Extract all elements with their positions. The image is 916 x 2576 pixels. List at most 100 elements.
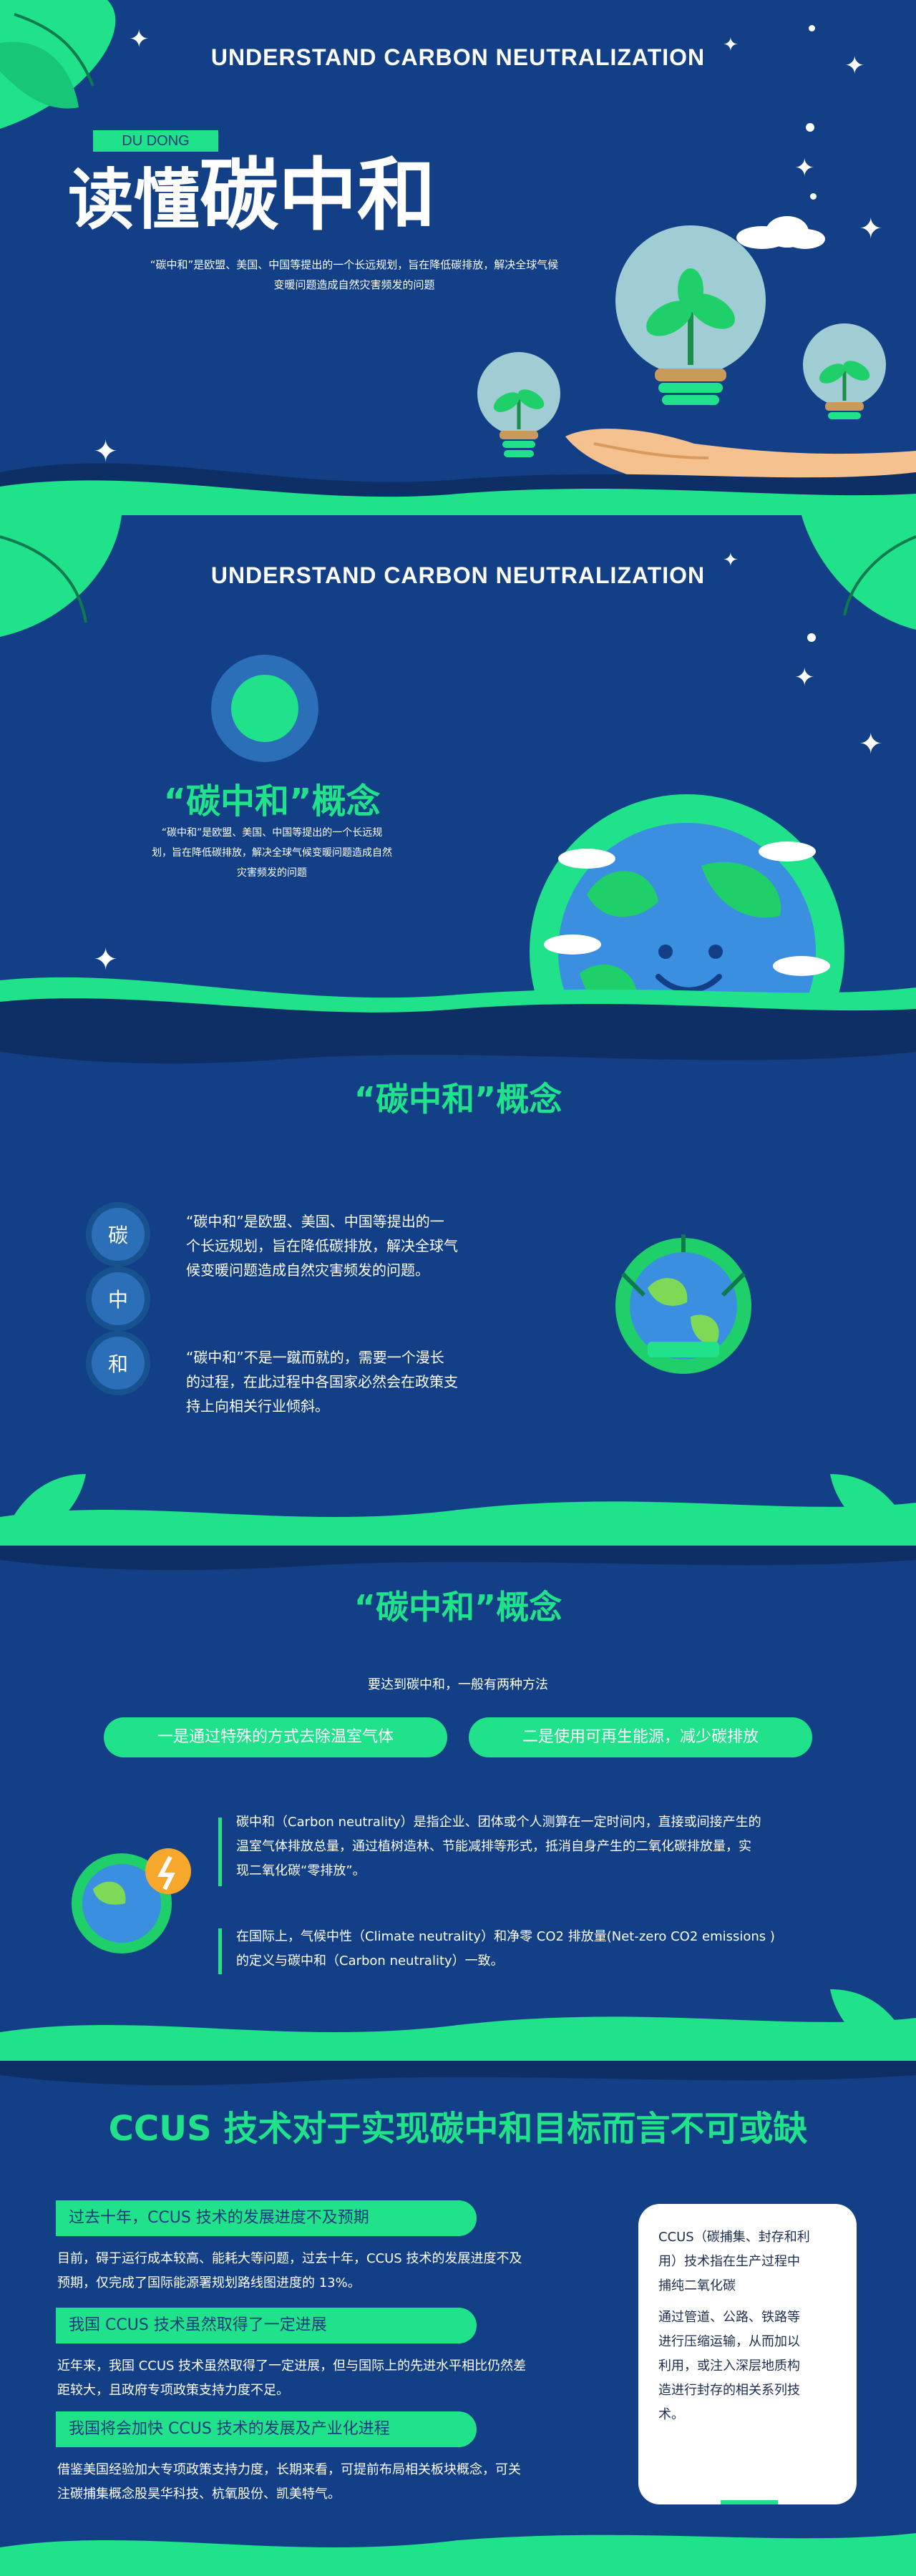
plant-bulb-icon [615, 225, 766, 405]
star-dot [810, 193, 817, 200]
desc-line: “碳中和”是欧盟、美国、中国等提出的一个长远规划，旨在降低碳排放，解决全球气候 [150, 258, 559, 271]
cover-description: “碳中和”是欧盟、美国、中国等提出的一个长远规划，旨在降低碳排放，解决全球气候 … [97, 255, 612, 295]
para-line: 借鉴美国经验加大专项政策支持力度，长期来看，可提前布局相关板块概念，可关 [57, 2462, 521, 2477]
desc-line: 划，旨在降低碳排放，解决全球气候变暖问题造成自然 [152, 847, 392, 859]
card-line: CCUS（碳捕集、封存和利 [658, 2230, 810, 2245]
desc-line: 变暖问题造成自然灾害频发的问题 [273, 278, 435, 291]
card-line: 术。 [658, 2407, 684, 2422]
ccus-text-1: 目前，碍于运行成本较高、能耗大等问题，过去十年，CCUS 技术的发展进度不及 预… [57, 2247, 630, 2296]
para-line: 在国际上，气候中性（Climate neutrality）和净零 CO2 排放量… [236, 1929, 775, 1944]
para-line: 距较大，且政府专项政策支持力度不足。 [57, 2383, 289, 2398]
para-line: 注碳捕集概念股昊华科技、杭氧股份、凯美特气。 [57, 2487, 341, 2502]
ccus-definition-card: CCUS（碳捕集、封存和利 用）技术指在生产过程中 捕纯二氧化碳 通过管道、公路… [638, 2204, 857, 2504]
cloud-icon [736, 216, 825, 249]
card-line: 进行压缩运输，从而加以 [658, 2334, 800, 2349]
leaf-decoration-icon [830, 1474, 916, 1546]
ccus-text-3: 借鉴美国经验加大专项政策支持力度，长期来看，可提前布局相关板块概念，可关 注碳捕… [57, 2458, 630, 2507]
para-line: “碳中和”不是一蹴而就的，需要一个漫长 [186, 1349, 444, 1366]
sparkle-icon: ✦ [859, 728, 883, 761]
cover-title: 读懂碳中和 [68, 149, 436, 247]
slide-cover: UNDERSTAND CARBON NEUTRALIZATION ✦ ✦ ✦ ✦… [0, 0, 916, 515]
card-text: CCUS（碳捕集、封存和利 用）技术指在生产过程中 捕纯二氧化碳 通过管道、公路… [658, 2225, 841, 2427]
english-title: UNDERSTAND CARBON NEUTRALIZATION [210, 562, 706, 588]
para-line: 的过程，在此过程中各国家必然会在政策支 [186, 1373, 458, 1390]
char-circle-2: 中 [86, 1267, 150, 1331]
earth-bulb-icon [72, 1848, 191, 1953]
desc-line: 灾害频发的问题 [237, 867, 307, 879]
ccus-subheading-2: 我国 CCUS 技术虽然取得了一定进展 [56, 2308, 477, 2343]
para-line: “碳中和”是欧盟、美国、中国等提出的一 [186, 1213, 444, 1230]
char-circle-3: 和 [86, 1331, 150, 1395]
card-line: 利用，或注入深层地质构 [658, 2358, 800, 2373]
ground-wave [0, 463, 916, 515]
sparkle-icon: ✦ [93, 434, 119, 469]
english-title: UNDERSTAND CARBON NEUTRALIZATION [210, 44, 706, 70]
concept-heading: “碳中和”概念 [163, 781, 381, 821]
char-label: 碳 [107, 1224, 128, 1247]
accent-bar [218, 1928, 222, 1974]
sparkle-icon: ✦ [794, 663, 815, 692]
ground-wave [0, 977, 916, 1030]
char-circle-1: 碳 [86, 1202, 150, 1267]
leaf-decoration-icon [0, 0, 116, 129]
ccus-text-2: 近年来，我国 CCUS 技术虽然取得了一定进展，但与国际上的先进水平相比仍然差 … [57, 2354, 630, 2403]
char-label: 和 [107, 1352, 128, 1376]
leaf-decoration-icon [0, 2016, 916, 2061]
para-line: 预期，仅完成了国际能源署规划路线图进度的 13%。 [57, 2275, 361, 2290]
concept-description: “碳中和”是欧盟、美国、中国等提出的一个长远规 划，旨在降低碳排放，解决全球气候… [122, 823, 422, 883]
concept-paragraph-1: “碳中和”是欧盟、美国、中国等提出的一 个长远规划，旨在降低碳排放，解决全球气 … [186, 1209, 530, 1282]
title-prefix: 读懂 [68, 162, 200, 238]
leaf-decoration-icon [802, 515, 916, 630]
slide-ccus: CCUS 技术对于实现碳中和目标而言不可或缺 过去十年，CCUS 技术的发展进度… [0, 2061, 916, 2576]
card-accent-bar [721, 2500, 778, 2504]
international-paragraph: 在国际上，气候中性（Climate neutrality）和净零 CO2 排放量… [236, 1925, 866, 1974]
title-main: 碳中和 [200, 150, 437, 241]
method-pill-2: 二是使用可再生能源，减少碳排放 [469, 1717, 812, 1757]
para-line: 近年来，我国 CCUS 技术虽然取得了一定进展，但与国际上的先进水平相比仍然差 [57, 2358, 527, 2373]
slide-concept-intro: UNDERSTAND CARBON NEUTRALIZATION ✦ ✦ ✦ ✦… [0, 515, 916, 1030]
accent-bar [218, 1818, 222, 1886]
plant-bulb-small-icon [803, 323, 886, 419]
card-line: 捕纯二氧化碳 [658, 2278, 736, 2293]
concept-heading: “碳中和”概念 [354, 1080, 562, 1118]
sparkle-icon: ✦ [723, 550, 739, 571]
para-line: 持上向相关行业倾斜。 [186, 1397, 329, 1415]
ccus-subheading-3: 我国将会加快 CCUS 技术的发展及产业化进程 [56, 2411, 477, 2447]
para-line: 碳中和（Carbon neutrality）是指企业、团体或个人测算在一定时间内… [236, 1815, 761, 1830]
leaf-decoration-icon [0, 1474, 86, 1546]
sparkle-icon: ✦ [859, 213, 883, 245]
leaf-decoration-icon [0, 1030, 916, 1064]
star-dot [809, 25, 815, 31]
ground-wave [0, 1546, 916, 1571]
ccus-heading: CCUS 技术对于实现碳中和目标而言不可或缺 [108, 2109, 808, 2149]
leaf-decoration-icon [830, 1989, 916, 2061]
plant-bulb-small-icon [477, 352, 560, 457]
green-earth-icon [615, 1234, 751, 1374]
para-line: 的定义与碳中和（Carbon neutrality）一致。 [236, 1953, 504, 1968]
slide-concept-detail: “碳中和”概念 碳 中 和 “碳中和”是欧盟、美国、中国等提出的一 个长远规划，… [0, 1030, 916, 1546]
card-line: 通过管道、公路、铁路等 [658, 2310, 800, 2325]
para-line: 候变暖问题造成自然灾害频发的问题。 [186, 1262, 429, 1279]
desc-line: “碳中和”是欧盟、美国、中国等提出的一个长远规 [161, 827, 383, 839]
concept-paragraph-2: “碳中和”不是一蹴而就的，需要一个漫长 的过程，在此过程中各国家必然会在政策支 … [186, 1345, 530, 1418]
smiling-earth-icon [530, 794, 844, 1030]
concept-heading: “碳中和”概念 [354, 1588, 562, 1626]
leaf-decoration-icon [0, 2533, 916, 2576]
ground-wave [0, 2061, 916, 2086]
leaf-decoration-icon [0, 1501, 916, 1546]
concept-circle-icon [211, 655, 318, 762]
para-line: 现二氧化碳“零排放”。 [236, 1863, 366, 1878]
methods-intro: 要达到碳中和，一般有两种方法 [368, 1677, 548, 1692]
para-line: 温室气体排放总量，通过植树造林、节能减排等形式，抵消自身产生的二氧化碳排放量，实 [236, 1839, 751, 1854]
card-line: 造进行封存的相关系列技 [658, 2383, 800, 2398]
char-label: 中 [107, 1288, 128, 1312]
para-line: 个长远规划，旨在降低碳排放，解决全球气 [186, 1237, 458, 1254]
slide-methods: “碳中和”概念 要达到碳中和，一般有两种方法 一是通过特殊的方式去除温室气体 二… [0, 1546, 916, 2061]
star-dot [807, 633, 816, 642]
star-dot [806, 123, 814, 132]
method-pill-1: 一是通过特殊的方式去除温室气体 [104, 1717, 447, 1757]
para-line: 目前，碍于运行成本较高、能耗大等问题，过去十年，CCUS 技术的发展进度不及 [57, 2251, 522, 2266]
sparkle-icon: ✦ [93, 942, 119, 977]
card-line: 用）技术指在生产过程中 [658, 2254, 800, 2269]
ccus-subheading-1: 过去十年，CCUS 技术的发展进度不及预期 [56, 2200, 477, 2236]
